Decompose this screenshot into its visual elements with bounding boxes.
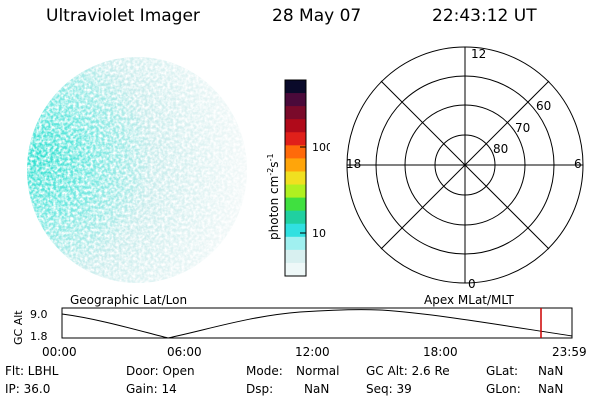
colorbar-segment: [285, 132, 306, 146]
glat-value: NaN: [538, 364, 564, 378]
uv-image: [27, 57, 247, 283]
mlt-label-12: 12: [471, 47, 486, 61]
colorbar-segment: [285, 158, 306, 172]
colorbar-tick-100: 100: [312, 141, 330, 154]
filter-info: Flt: LBHL: [5, 364, 59, 378]
y-tick-1.8: 1.8: [30, 330, 48, 343]
x-tick-1800: 18:00: [423, 345, 458, 359]
gc-alt-axis-title: GC Alt: [12, 310, 25, 345]
x-tick-0000: 00:00: [42, 345, 77, 359]
mode-value: Normal: [296, 364, 340, 378]
colorbar-segment: [285, 171, 306, 186]
colorbar-segment: [285, 262, 306, 277]
colorbar: 100 10 photon cm-2s-1: [266, 79, 330, 277]
colorbar-segment: [285, 249, 306, 264]
instrument-title: Ultraviolet Imager: [46, 6, 200, 26]
dsp-value: NaN: [304, 382, 330, 396]
lat-label-80: 80: [493, 142, 508, 156]
colorbar-tick-10: 10: [312, 227, 326, 240]
colorbar-unit-label: photon cm-2s-1: [266, 153, 281, 240]
colorbar-segment: [285, 236, 306, 251]
mode-label: Mode:: [246, 364, 283, 378]
apex-label: Apex MLat/MLT: [424, 293, 514, 307]
mlt-label-6: 6: [574, 157, 582, 171]
mlt-label-0: 0: [468, 277, 476, 290]
time-label: 22:43:12 UT: [432, 6, 537, 26]
glat-label: GLat:: [486, 364, 519, 378]
colorbar-segment: [285, 93, 306, 107]
colorbar-segment: [285, 223, 306, 238]
polar-mlt-grid: 12 18 6 0 60 70 80: [346, 46, 584, 290]
colorbar-segment: [285, 210, 306, 225]
geographic-label: Geographic Lat/Lon: [70, 293, 188, 307]
gc-alt-timeline: GC Alt 9.0 1.8 00:00 06:00 12:00 18:00 2…: [12, 307, 587, 359]
ip-info: IP: 36.0: [5, 382, 51, 396]
gc-alt-info: GC Alt: 2.6 Re: [366, 364, 450, 378]
mlt-label-18: 18: [346, 157, 361, 171]
x-tick-2359: 23:59: [552, 345, 587, 359]
glon-label: GLon:: [486, 382, 521, 396]
colorbar-segment: [285, 106, 306, 120]
colorbar-segment: [285, 184, 306, 199]
colorbar-segment: [285, 80, 306, 94]
seq-info: Seq: 39: [366, 382, 412, 396]
gc-alt-curve: [61, 309, 573, 339]
lat-label-60: 60: [536, 99, 551, 113]
date-label: 28 May 07: [272, 6, 362, 26]
colorbar-segment: [285, 145, 306, 159]
glon-value: NaN: [538, 382, 564, 396]
gain-info: Gain: 14: [126, 382, 177, 396]
y-tick-9: 9.0: [30, 308, 48, 321]
lat-label-70: 70: [515, 121, 530, 135]
x-tick-1200: 12:00: [295, 345, 330, 359]
x-tick-0600: 06:00: [167, 345, 202, 359]
colorbar-segment: [285, 197, 306, 212]
dsp-label: Dsp:: [246, 382, 274, 396]
colorbar-segment: [285, 119, 306, 133]
door-info: Door: Open: [126, 364, 195, 378]
